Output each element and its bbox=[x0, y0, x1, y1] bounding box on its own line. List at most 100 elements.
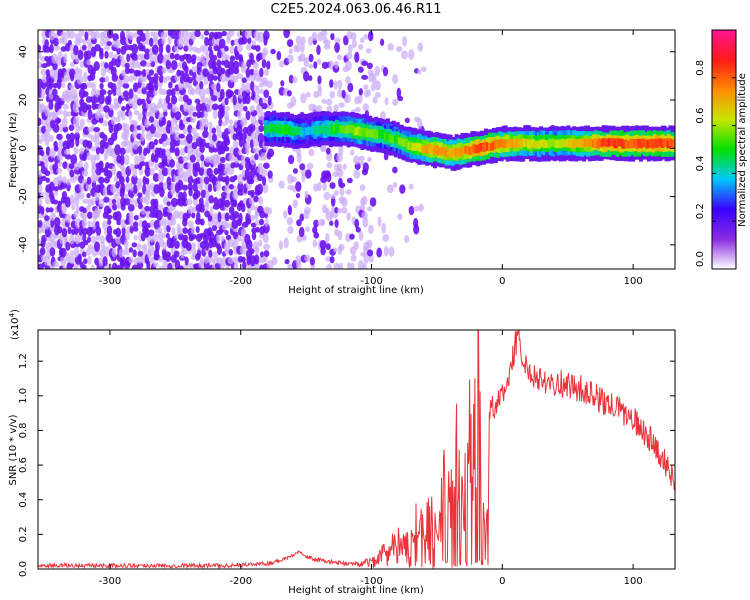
spectrogram-speckle bbox=[361, 74, 369, 80]
spectrogram-speckle bbox=[304, 254, 311, 262]
spectrogram-speckle bbox=[322, 182, 327, 192]
spectrogram-speckle bbox=[225, 76, 230, 83]
spectrogram-speckle bbox=[131, 175, 138, 185]
spectrogram-speckle bbox=[246, 59, 252, 69]
spectrogram-speckle bbox=[392, 74, 399, 85]
spectrogram-speckle bbox=[165, 44, 171, 54]
spectrogram-speckle bbox=[73, 44, 79, 56]
spectrogram-speckle bbox=[82, 207, 88, 214]
spectrogram-speckle bbox=[270, 48, 276, 55]
spectrogram-speckle bbox=[62, 103, 69, 110]
spectrogram-speckle bbox=[321, 61, 329, 70]
spectrogram-speckle bbox=[119, 175, 125, 186]
spectrogram-speckle bbox=[216, 65, 223, 77]
spectrogram-speckle bbox=[82, 198, 90, 204]
spectrogram-speckle bbox=[148, 115, 155, 123]
spectrogram-speckle bbox=[190, 87, 196, 96]
spectrogram-speckle bbox=[57, 161, 63, 167]
spectrogram-speckle bbox=[220, 163, 226, 171]
spectrogram-speckle bbox=[177, 265, 185, 269]
spectrogram-speckle bbox=[367, 69, 374, 76]
spectrogram-speckle bbox=[175, 123, 180, 132]
spectrogram-speckle bbox=[181, 61, 188, 71]
spectrogram-speckle bbox=[123, 123, 130, 134]
spectrogram-speckle bbox=[286, 216, 294, 226]
spectrogram-speckle bbox=[233, 262, 239, 269]
spectrogram-speckle bbox=[305, 169, 312, 179]
spectrogram-speckle bbox=[252, 147, 260, 154]
spectrogram-speckle bbox=[374, 65, 381, 77]
spectrogram-speckle bbox=[41, 175, 47, 182]
spectrogram-speckle bbox=[191, 212, 196, 219]
spectrogram-speckle bbox=[255, 44, 261, 52]
spectrogram-speckle bbox=[336, 163, 343, 172]
colorbar-tick-label: 0.8 bbox=[695, 60, 706, 76]
spectrogram-speckle bbox=[40, 191, 45, 200]
spectrogram-speckle bbox=[80, 210, 88, 221]
spectrogram-speckle bbox=[220, 67, 226, 75]
spectrogram-speckle bbox=[261, 77, 268, 84]
spectrogram-speckle bbox=[264, 217, 269, 227]
spectrogram-speckle bbox=[290, 96, 297, 107]
spectrogram-speckle bbox=[171, 226, 176, 236]
spectrogram-speckle bbox=[196, 211, 201, 222]
spectrogram-speckle bbox=[266, 60, 271, 70]
colorbar-label: Normalized spectral amplitude bbox=[737, 73, 748, 227]
spectrogram-speckle bbox=[341, 206, 348, 214]
spectrogram-speckle bbox=[345, 52, 353, 60]
spectrogram-speckle bbox=[302, 71, 310, 82]
spectrogram-speckle bbox=[86, 59, 92, 66]
spectrogram-speckle bbox=[53, 140, 58, 149]
spectrogram-speckle bbox=[87, 220, 93, 227]
spectrogram-speckle bbox=[191, 66, 198, 73]
spectrogram-speckle bbox=[245, 43, 253, 51]
spectrogram-speckle bbox=[121, 226, 126, 236]
spectrogram-speckle bbox=[78, 160, 83, 169]
spectrogram-speckle bbox=[395, 45, 403, 53]
spectrogram-speckle bbox=[128, 109, 133, 121]
spectrogram-speckle bbox=[128, 256, 134, 264]
spectrogram-speckle bbox=[392, 166, 398, 174]
spectrogram-speckle bbox=[110, 115, 116, 126]
spectrogram-speckle bbox=[87, 211, 93, 220]
spectrogram-speckle bbox=[358, 230, 364, 242]
spectrogram-speckle bbox=[232, 189, 239, 200]
spectrogram-speckle bbox=[38, 96, 41, 107]
spectrogram-speckle bbox=[353, 241, 360, 250]
spectrogram-speckle bbox=[170, 197, 178, 207]
spectrogram-speckle bbox=[338, 262, 344, 269]
spectrogram-speckle bbox=[263, 68, 269, 77]
spectrogram-speckle bbox=[324, 170, 331, 178]
spectrogram-speckle bbox=[208, 249, 213, 258]
spectrogram-speckle bbox=[114, 210, 122, 222]
spectrogram-speckle bbox=[211, 263, 217, 269]
spectrogram-speckle bbox=[187, 220, 194, 228]
spectrogram-speckle bbox=[161, 167, 169, 177]
spectrogram-speckle bbox=[238, 212, 243, 224]
spectrogram-speckle bbox=[70, 250, 75, 257]
spectrogram-speckle bbox=[228, 206, 235, 215]
spectrogram-speckle bbox=[165, 232, 170, 239]
spectrogram-speckle bbox=[211, 103, 219, 111]
spectrogram-speckle bbox=[362, 262, 367, 269]
spectrogram-speckle bbox=[126, 226, 131, 234]
spectrogram-speckle bbox=[417, 118, 423, 129]
snr-line bbox=[38, 330, 675, 569]
spectrogram-speckle bbox=[109, 103, 114, 111]
spectrogram-speckle bbox=[338, 177, 343, 186]
spectrogram-speckle bbox=[147, 245, 155, 257]
spectrogram-speckle bbox=[94, 137, 100, 148]
spectrogram-speckle bbox=[288, 48, 293, 55]
spectrogram-speckle bbox=[132, 166, 138, 178]
spectrogram-speckle bbox=[133, 234, 138, 241]
spectrogram-speckle bbox=[367, 30, 374, 42]
spectrogram-speckle bbox=[131, 264, 139, 269]
spectrogram-speckle bbox=[351, 39, 358, 49]
spectrogram-speckle bbox=[359, 160, 365, 166]
spectrogram-speckle bbox=[185, 169, 192, 178]
spectrogram-speckle bbox=[123, 75, 130, 84]
spectrogram-speckle bbox=[88, 243, 93, 250]
spectrogram-speckle bbox=[66, 178, 71, 186]
spectrogram-speckle bbox=[218, 38, 226, 49]
spectrogram-speckle bbox=[99, 89, 107, 96]
